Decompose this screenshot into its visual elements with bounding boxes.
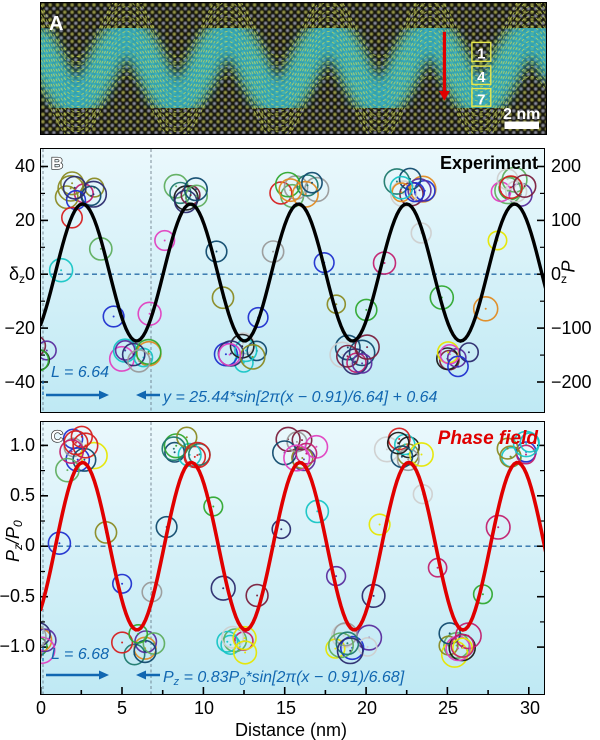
svg-text:B: B: [51, 154, 63, 173]
svg-text:2 nm: 2 nm: [503, 106, 540, 123]
svg-text:C: C: [51, 427, 63, 446]
svg-text:Pz = 0.83P0*sin[2π(x − 0.91)/6: Pz = 0.83P0*sin[2π(x − 0.91)/6.68]: [163, 669, 405, 688]
svg-text:1: 1: [477, 46, 485, 63]
svg-text:A: A: [49, 13, 63, 35]
svg-text:Experiment: Experiment: [440, 153, 538, 173]
svg-text:y = 25.44*sin[2π(x − 0.91)/6.6: y = 25.44*sin[2π(x − 0.91)/6.64] + 0.64: [162, 389, 438, 406]
svg-text:Phase field: Phase field: [438, 428, 539, 449]
svg-text:7: 7: [477, 91, 485, 108]
svg-text:L = 6.68: L = 6.68: [51, 646, 109, 663]
svg-text:4: 4: [477, 69, 486, 86]
svg-text:L = 6.64: L = 6.64: [51, 364, 109, 381]
